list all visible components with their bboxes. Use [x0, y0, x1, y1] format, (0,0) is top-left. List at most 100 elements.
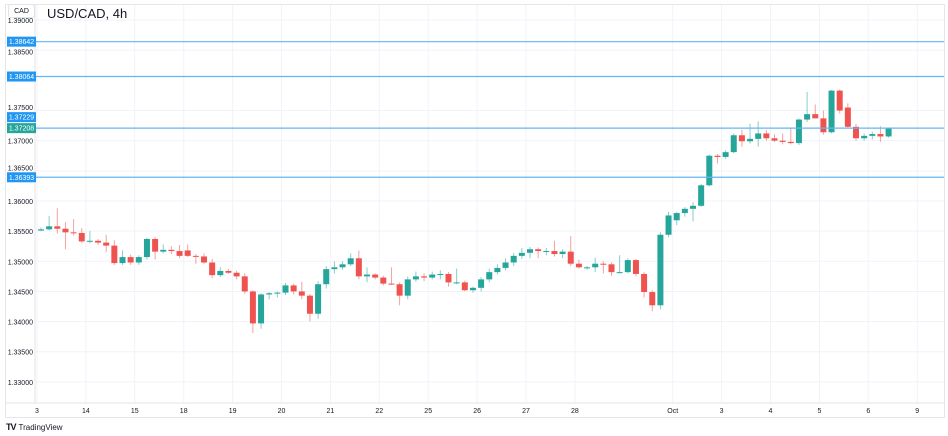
- x-tick-label: 14: [82, 408, 90, 415]
- x-tick-label: 26: [473, 408, 481, 415]
- candle-down: [738, 135, 745, 142]
- candle-down: [103, 242, 110, 246]
- candle-down: [372, 274, 379, 278]
- candle-up: [347, 258, 354, 265]
- candle-down: [355, 258, 362, 277]
- x-tick-label: 3: [35, 408, 39, 415]
- y-tick-label: 1.39000: [8, 18, 33, 25]
- candle-down: [641, 273, 648, 293]
- y-tick-label: 1.33500: [8, 350, 33, 357]
- candle-down: [152, 238, 159, 252]
- x-tick-label: 4: [769, 408, 773, 415]
- y-tick-label: 1.37500: [8, 105, 33, 112]
- candle-up: [494, 267, 501, 273]
- candle-down: [567, 251, 574, 264]
- x-tick-label: 9: [915, 408, 919, 415]
- price-label-text: 1.38642: [9, 39, 34, 46]
- candle-down: [461, 282, 468, 291]
- candle-up: [527, 249, 533, 253]
- y-tick-label: 1.34500: [8, 289, 33, 296]
- candle-down: [812, 114, 819, 119]
- candle-down: [127, 257, 134, 263]
- candle-up: [364, 274, 370, 277]
- chart-frame: [5, 4, 945, 418]
- candle-up: [274, 292, 281, 294]
- candle-up: [681, 208, 688, 214]
- candle-down: [168, 249, 175, 252]
- candle-up: [315, 284, 322, 314]
- candle-up: [657, 234, 664, 306]
- candle-down: [111, 245, 118, 264]
- candle-up: [323, 269, 330, 285]
- price-label-badge: [7, 123, 36, 134]
- x-tick-label: 25: [424, 408, 432, 415]
- candle-down: [54, 226, 61, 229]
- brand-name: TradingView: [18, 422, 63, 432]
- candle-up: [706, 155, 713, 186]
- candle-up: [543, 251, 550, 253]
- candle-up: [282, 285, 289, 293]
- candle-down: [192, 255, 199, 257]
- currency-button[interactable]: CAD: [8, 4, 35, 18]
- price-label-text: 1.38064: [9, 74, 34, 81]
- candle-down: [600, 263, 607, 265]
- candle-up: [755, 133, 762, 139]
- candle-down: [714, 155, 721, 157]
- candle-up: [266, 293, 273, 295]
- candle-up: [453, 282, 460, 284]
- candle-down: [787, 141, 794, 144]
- candle-up: [404, 279, 411, 296]
- candle-down: [380, 277, 387, 284]
- price-label-badge: [7, 36, 36, 47]
- candle-up: [469, 287, 476, 291]
- candle-down: [396, 284, 403, 296]
- x-tick-label: 6: [866, 408, 870, 415]
- x-tick-label: 28: [571, 408, 579, 415]
- candle-up: [510, 255, 517, 263]
- candle-down: [225, 270, 232, 273]
- candle-up: [616, 272, 623, 274]
- candle-up: [478, 279, 485, 288]
- x-tick-label: 21: [327, 408, 335, 415]
- candle-down: [853, 126, 859, 139]
- y-tick-label: 1.38500: [8, 50, 33, 57]
- candle-up: [804, 114, 811, 120]
- candle-down: [421, 276, 428, 278]
- candle-up: [502, 262, 509, 268]
- candle-up: [38, 229, 44, 231]
- candle-up: [861, 135, 868, 139]
- candle-down: [779, 140, 786, 142]
- chart-title: USD/CAD, 4h: [47, 6, 128, 21]
- candle-down: [233, 272, 240, 277]
- x-tick-label: 20: [278, 408, 286, 415]
- candle-up: [135, 257, 142, 263]
- price-label-text: 1.36393: [9, 175, 34, 182]
- candle-down: [649, 292, 656, 306]
- candle-up: [698, 185, 705, 206]
- candle-up: [429, 274, 436, 278]
- candle-up: [665, 215, 672, 235]
- candle-up: [86, 240, 93, 242]
- candle-down: [836, 90, 843, 111]
- y-tick-label: 1.33000: [8, 380, 33, 387]
- y-tick-label: 1.36500: [8, 165, 33, 172]
- candle-down: [209, 262, 216, 276]
- candle-down: [306, 295, 313, 314]
- y-tick-label: 1.35500: [8, 229, 33, 236]
- candle-down: [820, 118, 827, 133]
- candle-down: [241, 276, 248, 292]
- candle-up: [217, 270, 224, 276]
- price-label-text: 1.37208: [9, 126, 34, 133]
- candle-up: [119, 257, 126, 264]
- candle-down: [201, 256, 207, 263]
- y-tick-label: 1.36000: [8, 199, 33, 206]
- x-tick-label: 3: [720, 408, 724, 415]
- candle-down: [575, 263, 582, 268]
- x-tick-label: 15: [131, 408, 139, 415]
- candle-down: [445, 273, 452, 283]
- y-tick-label: 1.35000: [8, 259, 33, 266]
- tradingview-brand[interactable]: TV TradingView: [6, 422, 63, 432]
- candle-up: [869, 134, 876, 136]
- candle-down: [771, 138, 778, 141]
